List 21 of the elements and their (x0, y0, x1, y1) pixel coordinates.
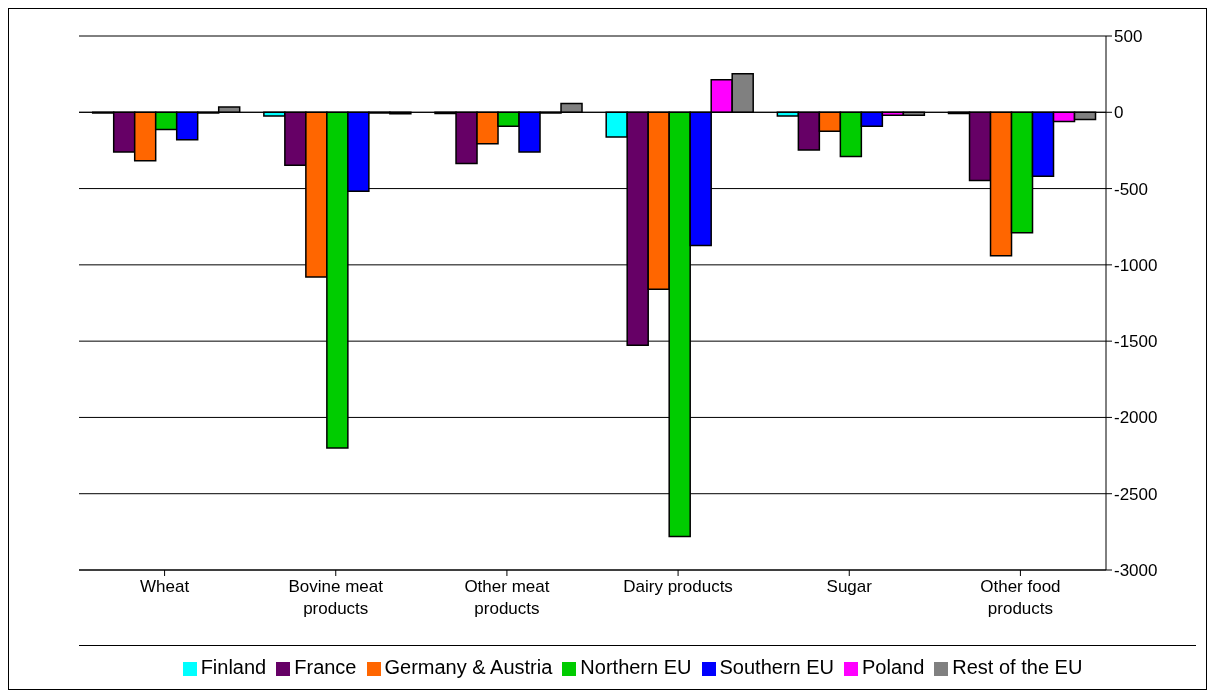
y-tick-label: -1500 (1114, 332, 1158, 352)
y-tick-label: -500 (1114, 179, 1149, 199)
y-tick-label: 500 (1114, 27, 1143, 47)
x-tick-label: Bovine meat products (288, 577, 384, 618)
x-tick-label: Dairy products (623, 577, 733, 596)
x-tick-label: Sugar (826, 577, 873, 596)
y-tick-label: 0 (1114, 103, 1124, 123)
legend-label: Rest of the EU (952, 656, 1083, 678)
legend-label: Finland (200, 656, 267, 678)
legend-label: Northern EU (580, 656, 692, 678)
x-tick-label: Wheat (140, 577, 190, 596)
y-tick-label: -3000 (1114, 561, 1158, 581)
y-tick-label: -2000 (1114, 408, 1158, 428)
x-tick-label: Other food products (980, 577, 1061, 618)
y-tick-label: -2500 (1114, 484, 1158, 504)
legend-label: Southern EU (719, 656, 835, 678)
legend-label: Germany & Austria (384, 656, 553, 678)
y-tick-label: -1000 (1114, 255, 1158, 275)
legend-label: Poland (862, 656, 925, 678)
legend-label: France (294, 656, 357, 678)
x-tick-label: Other meat products (464, 577, 550, 618)
